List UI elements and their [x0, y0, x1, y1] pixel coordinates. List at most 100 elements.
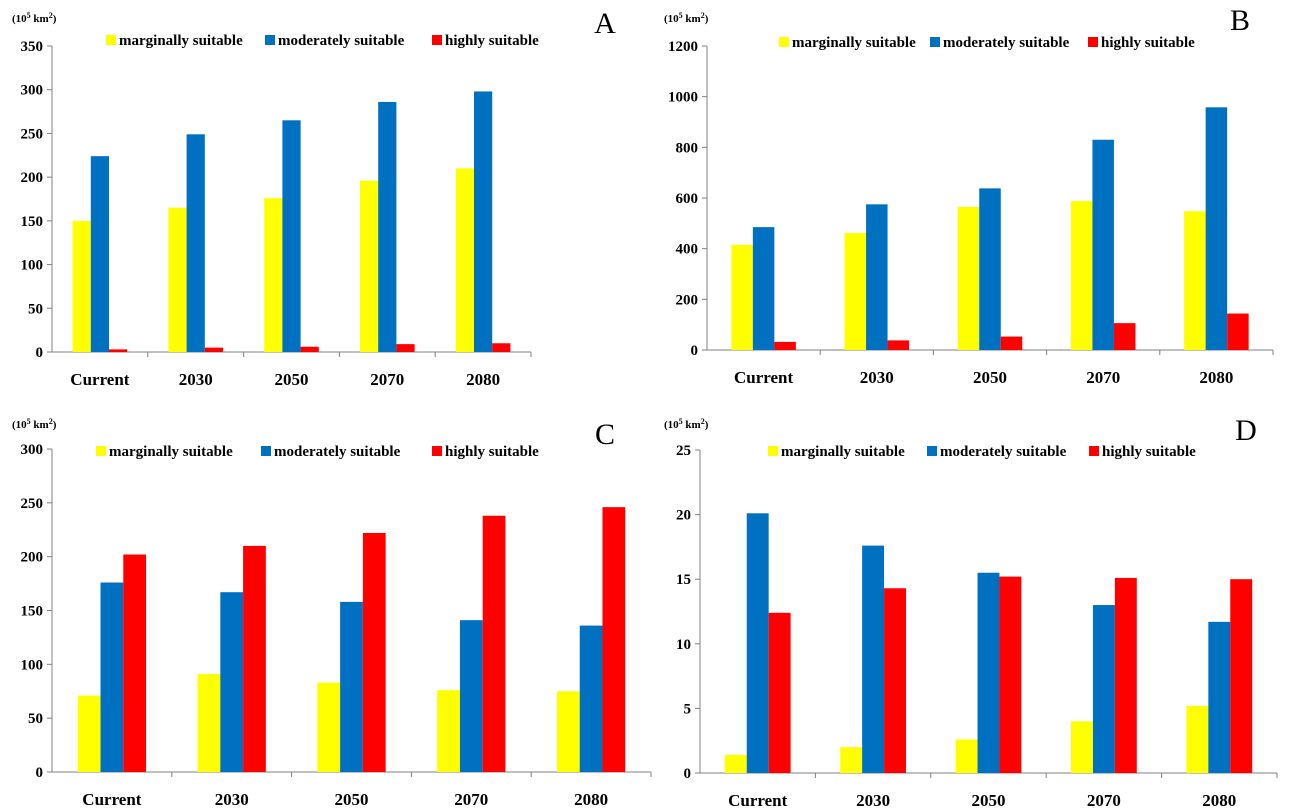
legend-swatch-moderately-suitable [930, 37, 940, 47]
legend-label-highly-suitable: highly suitable [445, 444, 539, 460]
y-tick-label: 200 [21, 170, 44, 186]
bar-moderately-suitable-2080 [1205, 107, 1228, 350]
x-tick-label-2070: 2070 [454, 790, 488, 809]
legend-label-moderately-suitable: moderately suitable [274, 444, 401, 460]
x-tick-label-current: Current [70, 370, 130, 389]
bar-moderately-suitable-2050 [340, 601, 363, 772]
y-tick-label: 800 [676, 140, 699, 156]
legend-label-marginally-suitable: marginally suitable [119, 33, 243, 49]
y-tick-label: 400 [676, 242, 699, 258]
bar-moderately-suitable-current [90, 156, 110, 352]
legend-label-marginally-suitable: marginally suitable [109, 444, 233, 460]
x-tick-label-2080: 2080 [1199, 368, 1233, 387]
bar-highly-suitable-current [123, 554, 147, 772]
bar-marginally-suitable-2030 [168, 207, 187, 352]
x-tick-label-2080: 2080 [466, 370, 500, 389]
y-tick-label: 150 [21, 604, 44, 620]
chart-panel-c: 0 50 100 150 200 250 300 Current 2030 2050 2070 208… [12, 417, 652, 809]
bar-marginally-suitable-2030 [840, 747, 863, 773]
y-tick-label: 200 [676, 292, 699, 308]
x-tick-label-2080: 2080 [1202, 791, 1236, 810]
bar-moderately-suitable-2080 [579, 625, 603, 772]
bar-marginally-suitable-current [731, 244, 753, 350]
bar-moderately-suitable-current [100, 582, 124, 772]
y-tick-label: 250 [21, 126, 44, 142]
y-unit-label: (105 km2) [664, 11, 709, 25]
panel-letter: D [1235, 414, 1257, 447]
legend-swatch-highly-suitable [432, 446, 442, 456]
x-tick-label-current: Current [82, 790, 142, 809]
y-tick-label: 0 [691, 343, 699, 359]
bar-highly-suitable-current [768, 612, 791, 773]
legend: marginally suitable moderately suitable hi… [779, 35, 1195, 51]
bar-marginally-suitable-current [724, 754, 747, 773]
legend-swatch-highly-suitable [1088, 37, 1098, 47]
bar-marginally-suitable-2050 [264, 198, 283, 352]
bar-marginally-suitable-2030 [844, 232, 867, 350]
y-tick-label: 100 [21, 258, 44, 274]
bar-moderately-suitable-2070 [1092, 605, 1115, 773]
bar-marginally-suitable-2080 [556, 691, 580, 772]
legend-swatch-marginally-suitable [768, 446, 778, 456]
bar-moderately-suitable-2070 [1092, 139, 1114, 350]
legend-swatch-highly-suitable [432, 35, 442, 45]
legend-label-moderately-suitable: moderately suitable [278, 33, 405, 49]
y-tick-label: 100 [21, 657, 44, 673]
x-tick-label-current: Current [734, 368, 794, 387]
bar-marginally-suitable-current [72, 220, 91, 352]
bar-moderately-suitable-current [752, 227, 775, 350]
chart-panel-a: 0 50 100 150 200 250 300 350 Current 2030 2050 2070… [12, 7, 616, 389]
x-tick-label-2030: 2030 [179, 370, 213, 389]
legend-swatch-marginally-suitable [96, 446, 106, 456]
legend-swatch-moderately-suitable [927, 446, 937, 456]
bar-moderately-suitable-2070 [378, 101, 397, 352]
bar-moderately-suitable-2050 [977, 572, 1000, 773]
y-tick-label: 300 [21, 83, 44, 99]
bar-highly-suitable-2030 [884, 588, 906, 773]
y-tick-label: 50 [28, 711, 43, 727]
x-tick-label-2030: 2030 [860, 368, 894, 387]
legend-label-highly-suitable: highly suitable [1102, 444, 1196, 460]
y-tick-label: 50 [28, 301, 43, 317]
legend-label-highly-suitable: highly suitable [1101, 35, 1195, 51]
bar-moderately-suitable-2080 [1208, 621, 1231, 773]
legend-swatch-marginally-suitable [779, 37, 789, 47]
y-tick-label: 5 [684, 701, 692, 717]
y-unit-label: (105 km2) [12, 417, 57, 431]
bar-moderately-suitable-2070 [459, 620, 483, 772]
bar-marginally-suitable-2030 [197, 674, 221, 772]
bar-moderately-suitable-2050 [979, 188, 1001, 350]
x-tick-label-2070: 2070 [1087, 791, 1121, 810]
legend-swatch-moderately-suitable [265, 35, 275, 45]
bar-highly-suitable-2050 [999, 576, 1022, 773]
bar-highly-suitable-current [774, 341, 796, 350]
bar-highly-suitable-2030 [243, 545, 266, 772]
bar-highly-suitable-2050 [1000, 336, 1023, 350]
legend-label-marginally-suitable: marginally suitable [792, 35, 916, 51]
bar-moderately-suitable-2030 [186, 134, 205, 352]
bar-marginally-suitable-current [77, 695, 101, 772]
bar-highly-suitable-2070 [1113, 323, 1136, 350]
legend-swatch-highly-suitable [1089, 446, 1099, 456]
bar-highly-suitable-2080 [492, 343, 511, 352]
bar-highly-suitable-2030 [887, 340, 910, 350]
y-tick-label: 1200 [668, 39, 698, 55]
bar-marginally-suitable-2050 [955, 739, 978, 773]
legend-label-moderately-suitable: moderately suitable [940, 444, 1067, 460]
panel-letter: C [595, 418, 615, 451]
bar-highly-suitable-2050 [300, 346, 319, 352]
bar-moderately-suitable-2030 [866, 204, 888, 350]
y-tick-label: 15 [676, 572, 691, 588]
y-tick-label: 0 [36, 765, 44, 781]
y-tick-label: 25 [676, 443, 691, 459]
x-tick-label-2050: 2050 [973, 368, 1007, 387]
x-tick-label-2050: 2050 [335, 790, 369, 809]
bar-marginally-suitable-2070 [437, 690, 460, 772]
y-tick-label: 0 [36, 345, 44, 361]
y-tick-label: 200 [21, 550, 44, 566]
bar-marginally-suitable-2050 [957, 206, 980, 350]
bar-highly-suitable-2070 [1114, 577, 1137, 773]
x-tick-label-current: Current [728, 791, 788, 810]
bar-moderately-suitable-current [746, 513, 769, 773]
bar-marginally-suitable-2070 [359, 180, 379, 352]
